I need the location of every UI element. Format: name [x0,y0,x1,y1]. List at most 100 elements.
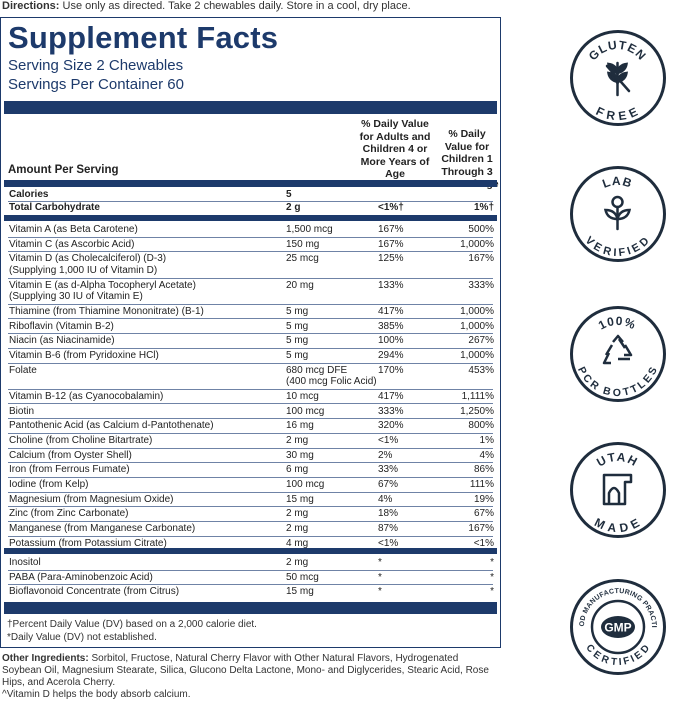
nutrient-amount: 5 mg [286,335,309,347]
nutrient-dv-children: 800% [468,420,494,432]
svg-text:FREE: FREE [594,104,641,122]
pcr-bottles-badge: 100% PCR BOTTLES [570,306,666,402]
nutrient-name: Vitamin D (as Cholecalciferol) (D-3) (Sup… [9,253,167,276]
row-divider [8,251,493,253]
nutrient-name: Inositol [9,557,41,568]
nutrient-amount: 100 mcg [286,405,325,417]
nutrient-dv-adults: 18% [378,508,399,520]
nutrient-dv-adults: 417% [378,305,404,317]
nutrient-name: Pantothenic Acid (as Calcium d-Pantothen… [9,420,214,432]
nutrient-dv-children: 500% [468,224,494,235]
nutrient-dv-adults: 33% [378,464,399,476]
nutrient-name: Vitamin B-12 (as Cyanocobalamin) [9,390,164,402]
row-divider [8,584,493,585]
row-divider [8,303,493,305]
nutrient-dv-adults: 2% [378,449,393,461]
nutrient-dv-children: 1% [479,434,494,446]
nutrient-dv-children: <1% [473,537,494,549]
nutrient-dv-children: 111% [469,479,494,490]
nutrient-name: Vitamin E (as d-Alpha Tocopheryl Acetate… [9,279,196,303]
nutrient-amount: 680 mcg DFE (400 mcg Folic Acid) [286,364,377,388]
row-divider [8,388,493,390]
vitamin-d-note: ^Vitamin D helps the body absorb calcium… [2,689,191,700]
nutrient-dv-adults: * [378,557,382,568]
bottom-rule [4,602,497,614]
sprout-icon [603,195,632,231]
gmp-seal-icon [601,616,635,638]
nutrient-dv-adults: 87% [378,523,399,535]
nutrient-amount: 15 mg [286,586,314,597]
nutrient-name: Riboflavin (Vitamin B-2) [9,320,114,332]
rule-after-macros [4,215,497,221]
nutrient-dv-adults: 294% [378,349,404,361]
nutrient-name: Vitamin A (as Beta Carotene) [9,224,138,235]
nutrient-dv-children: 1,111% [461,390,494,402]
nutrient-dv-children: 1,000% [460,238,494,250]
svg-text:100%: 100% [596,314,638,333]
amount-per-serving-label: Amount Per Serving [8,164,119,176]
nutrient-name: Potassium (from Potassium Citrate) [9,537,167,549]
nutrient-dv-adults: * [378,571,382,583]
nutrient-dv-adults: 385% [378,320,404,332]
nutrient-dv-adults: <1% [378,537,399,549]
nutrient-dv-children: 267% [468,335,494,347]
serving-size: Serving Size 2 Chewables [8,57,184,74]
row-divider [8,333,493,335]
gluten-free-badge: GLUTEN FREE [570,30,666,126]
nutrient-dv-adults: 320% [378,420,404,432]
row-divider [8,277,493,279]
header-rule [4,180,497,187]
nutrient-amount: 2 mg [286,434,309,446]
footnote-percent-dv: †Percent Daily Value (DV) based on a 2,0… [7,619,257,630]
nutrient-dv-children: 453% [468,364,494,376]
nutrient-dv-children: 1,000% [460,305,494,317]
nutrient-dv-children: 167% [468,523,494,535]
nutrient-dv-children: 1,000% [460,349,494,361]
nutrient-amount: 150 mg [286,238,320,250]
thick-rule [4,101,497,114]
row-divider [8,506,493,508]
header-dv-children: % Daily Value for Children 1 Through 3 Y… [435,128,498,190]
nutrient-amount: 2 mg [286,508,309,520]
nutrient-amount: 20 mg [286,279,314,291]
nutrient-amount: 25 mcg [286,253,319,265]
lab-verified-badge: LAB VERIFIED [570,166,666,262]
nutrient-name: Niacin (as Niacinamide) [9,335,115,347]
nutrient-dv-children: 67% [473,508,494,520]
rule-after-vitamins [4,548,497,554]
nutrient-amount: 1,500 mcg [286,224,333,235]
header-dv-adults: % Daily Value for Adults and Children 4 … [359,118,431,180]
nutrient-amount: 5 mg [286,349,309,361]
other-ingredients: Other Ingredients: Sorbitol, Fructose, N… [2,653,489,688]
arch-icon [602,473,633,506]
nutrient-dv-children: * [490,571,494,583]
svg-text:PCR BOTTLES: PCR BOTTLES [575,365,660,398]
servings-per-container: Servings Per Container 60 [8,76,184,93]
svg-text:VERIFIED: VERIFIED [583,234,653,258]
wheat-icon [605,61,631,97]
nutrient-amount: 50 mcg [286,571,319,583]
nutrient-dv-adults: <1%† [378,202,404,213]
nutrient-name: Vitamin B-6 (from Pyridoxine HCl) [9,349,159,361]
nutrient-name: Thiamine (from Thiamine Mononitrate) (B-… [9,305,204,317]
svg-text:LAB: LAB [600,174,634,191]
nutrient-name: Biotin [9,405,35,417]
nutrient-name: Magnesium (from Magnesium Oxide) [9,493,174,505]
nutrient-amount: 16 mg [286,420,314,432]
row-divider [8,432,493,434]
recycle-icon [602,334,633,365]
nutrient-amount: 4 mg [286,537,309,549]
row-divider [8,362,493,364]
nutrient-dv-children: * [490,557,494,568]
nutrient-amount: 100 mcg [286,479,325,490]
nutrient-name: Zinc (from Zinc Carbonate) [9,508,129,520]
nutrient-dv-children: 4% [479,449,494,461]
row-divider [8,447,493,449]
nutrient-name: Choline (from Choline Bitartrate) [9,434,153,446]
row-divider [8,418,493,420]
nutrient-amount: 6 mg [286,464,309,476]
nutrient-name: Iodine (from Kelp) [9,479,89,490]
nutrient-dv-children: * [490,586,494,597]
row-divider [8,521,493,522]
nutrient-dv-children: 167% [468,253,494,265]
